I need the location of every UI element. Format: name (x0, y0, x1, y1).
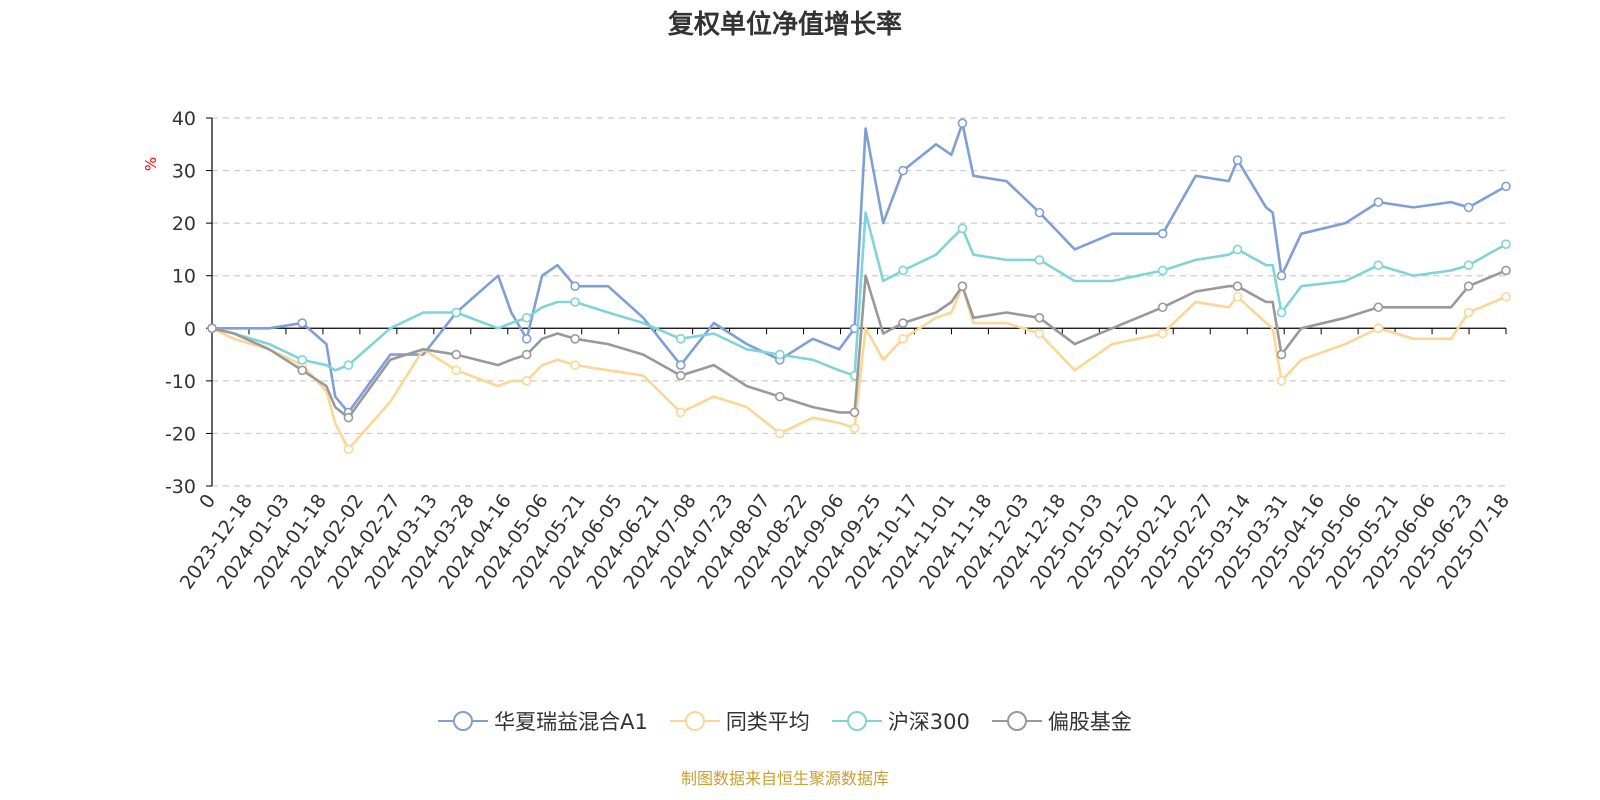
data-point (957, 223, 968, 234)
chart-plot: % -30-20-1001020304002023-12-182024-01-0… (142, 108, 1514, 593)
data-point (570, 333, 580, 344)
data-point (1373, 197, 1384, 207)
data-point (521, 376, 532, 386)
y-tick-label: 30 (172, 161, 196, 183)
series-line (212, 122, 1507, 414)
series-line (211, 211, 1507, 377)
data-point (1501, 265, 1511, 276)
data-point (570, 297, 580, 307)
legend-label-csi300: 沪深300 (887, 710, 970, 734)
data-point (1157, 265, 1168, 276)
data-point (1232, 155, 1243, 165)
data-point (1232, 244, 1243, 255)
data-point (849, 407, 860, 418)
source-note: 制图数据来自恒生聚源数据库 (680, 769, 889, 788)
data-point (451, 365, 462, 376)
data-point (774, 349, 785, 360)
data-point (343, 412, 354, 423)
data-point (1034, 207, 1045, 218)
data-point (1034, 328, 1045, 339)
series-line (211, 269, 1507, 419)
data-point (1276, 307, 1287, 318)
data-point (675, 407, 686, 418)
legend-marker-csi300-icon (831, 711, 882, 731)
data-point (675, 360, 686, 370)
data-point (1276, 376, 1287, 386)
data-point (207, 323, 217, 334)
data-point (898, 318, 908, 328)
data-point (1157, 228, 1168, 239)
data-point (297, 318, 308, 328)
data-point (1157, 328, 1168, 339)
data-point (1276, 349, 1287, 360)
series-line (211, 284, 1507, 451)
data-point (521, 312, 532, 323)
data-point (570, 281, 580, 292)
y-tick-label: 10 (172, 266, 196, 288)
legend-item-equity-fund[interactable]: 偏股基金 (991, 706, 1132, 736)
data-point (774, 391, 785, 402)
data-point (451, 307, 462, 318)
legend-marker-fund-icon (438, 711, 489, 731)
legend-label-equity-fund: 偏股基金 (1047, 710, 1132, 734)
data-point (343, 360, 354, 370)
data-point (297, 365, 308, 376)
legend-marker-equity-fund-icon (991, 711, 1042, 731)
data-point (1463, 281, 1474, 292)
data-point (1501, 181, 1511, 192)
data-point (1463, 260, 1474, 271)
legend-label-fund: 华夏瑞益混合A1 (494, 710, 648, 734)
data-point (297, 355, 308, 365)
data-point (1373, 302, 1384, 313)
data-point (1034, 312, 1045, 323)
legend-item-csi300[interactable]: 沪深300 (831, 706, 970, 736)
data-point (1232, 281, 1243, 292)
data-point (898, 333, 908, 344)
data-point (1463, 307, 1474, 318)
legend-label-category-average: 同类平均 (725, 710, 810, 734)
axis-layer: -30-20-1001020304002023-12-182024-01-032… (165, 108, 1514, 593)
data-point (957, 281, 968, 292)
data-point (849, 423, 860, 433)
data-point (1373, 323, 1384, 334)
data-point (957, 118, 968, 129)
y-tick-label: -20 (165, 423, 196, 445)
y-tick-label: -10 (165, 371, 196, 393)
y-axis-unit-label: % (142, 157, 160, 171)
y-tick-label: -30 (165, 476, 196, 498)
data-point (1034, 255, 1045, 265)
y-tick-label: 0 (184, 318, 196, 340)
data-point (521, 349, 532, 360)
data-point (1157, 302, 1168, 313)
legend-item-category-average[interactable]: 同类平均 (669, 706, 810, 736)
data-point (675, 370, 686, 381)
data-point (570, 360, 580, 370)
data-point (1373, 260, 1384, 271)
data-point (1232, 291, 1243, 302)
data-point (1501, 291, 1511, 302)
data-point (675, 333, 686, 344)
data-point (343, 444, 354, 455)
y-tick-label: 40 (172, 108, 196, 130)
data-point (774, 428, 785, 439)
data-point (1463, 202, 1474, 213)
data-point (1501, 239, 1511, 249)
chart-title: 复权单位净值增长率 (667, 10, 902, 40)
data-point (521, 333, 532, 344)
x-tick-label: 0 (195, 490, 220, 513)
data-point (898, 265, 908, 276)
legend-item-fund[interactable]: 华夏瑞益混合A1 (438, 706, 648, 736)
data-point (1276, 270, 1287, 281)
data-point (451, 349, 462, 360)
legend-marker-category-average-icon (669, 711, 720, 731)
grid-layer (212, 117, 1506, 487)
y-tick-label: 20 (172, 213, 196, 235)
legend: 华夏瑞益混合A1 同类平均 沪深300 偏股基金 (0, 706, 1570, 736)
data-point (898, 165, 908, 176)
series-layer (207, 118, 1511, 455)
